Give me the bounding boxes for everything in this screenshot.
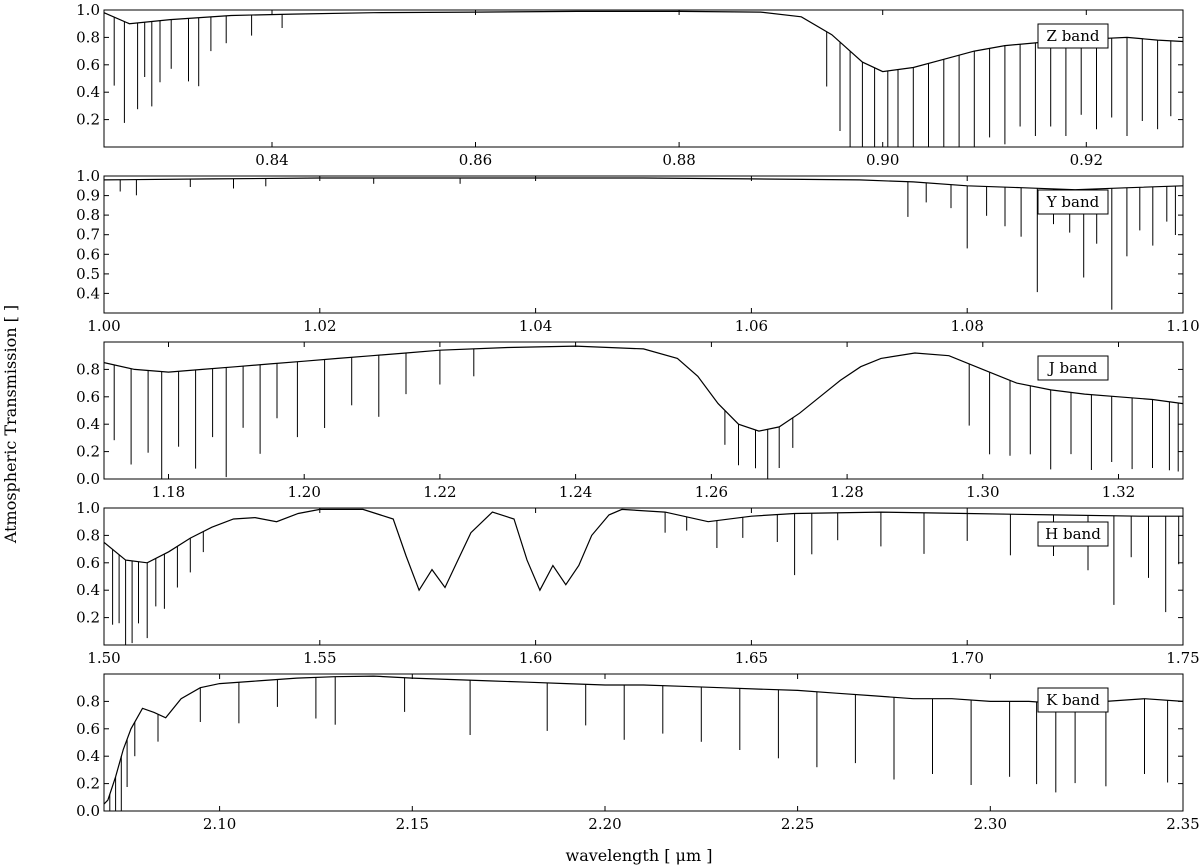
y-tick-label-k-band: 0.8 (76, 692, 100, 710)
y-tick-label-z-band: 0.2 (76, 111, 100, 129)
x-tick-label-j-band: 1.20 (287, 483, 320, 501)
y-tick-label-z-band: 0.4 (76, 83, 100, 101)
axes-frame-y-band (103, 175, 1184, 314)
x-tick-label-y-band: 1.04 (519, 317, 552, 335)
x-tick-label-k-band: 2.35 (1166, 815, 1199, 833)
y-tick-label-y-band: 0.7 (76, 226, 100, 244)
transmission-curve-h-band (104, 508, 1183, 592)
x-tick-label-j-band: 1.28 (830, 483, 863, 501)
transmission-curve-k-band (104, 675, 1183, 805)
panels-group: 0.84 0.86 0.88 0.90 0.92 0.2 0.4 0.6 0.8 1.0 Z ban… (76, 1, 1200, 833)
y-tick-label-h-band: 0.4 (76, 581, 100, 599)
panel-y-band: 1.00 1.02 1.04 1.06 1.08 1.10 0.40.5 0.60.7 0.80… (76, 167, 1200, 335)
x-tick-label-j-band: 1.30 (966, 483, 999, 501)
x-tick-label-h-band: 1.50 (87, 649, 120, 667)
x-axis-title: wavelength [ μm ] (566, 846, 713, 865)
panel-k-band: 2.10 2.15 2.20 2.25 2.30 2.35 0.0 0.2 0.4 0.6 0.8 K… (76, 673, 1200, 833)
x-tick-label-y-band: 1.10 (1166, 317, 1199, 335)
x-tick-label-h-band: 1.70 (950, 649, 983, 667)
x-tick-label-j-band: 1.26 (695, 483, 728, 501)
band-label-box-k-band (1037, 687, 1109, 713)
band-label-k-band: K band (1046, 691, 1100, 709)
y-tick-label-j-band: 0.0 (76, 470, 100, 488)
band-label-h-band: H band (1045, 525, 1101, 543)
panel-h-band: 1.50 1.55 1.60 1.65 1.70 1.75 0.2 0.4 0.6 0.8 1.0 H… (76, 499, 1200, 667)
y-tick-label-y-band: 0.4 (76, 284, 100, 302)
y-tick-label-y-band: 0.9 (76, 187, 100, 205)
band-label-z-band: Z band (1047, 27, 1100, 45)
x-tick-label-h-band: 1.55 (303, 649, 336, 667)
x-tick-label-j-band: 1.24 (559, 483, 592, 501)
x-tick-label-h-band: 1.65 (735, 649, 768, 667)
y-tick-label-h-band: 1.0 (76, 499, 100, 517)
y-tick-label-j-band: 0.8 (76, 360, 100, 378)
transmission-curve-z-band (104, 10, 1183, 73)
x-tick-label-h-band: 1.60 (519, 649, 552, 667)
x-tick-label-k-band: 2.10 (203, 815, 236, 833)
x-tick-label-y-band: 1.08 (950, 317, 983, 335)
band-label-y-band: Y band (1046, 193, 1100, 211)
x-tick-label-k-band: 2.30 (974, 815, 1007, 833)
band-label-box-y-band (1037, 189, 1109, 215)
y-tick-label-h-band: 0.2 (76, 609, 100, 627)
x-tick-label-z-band: 0.86 (459, 151, 492, 169)
panel-z-band: 0.84 0.86 0.88 0.90 0.92 0.2 0.4 0.6 0.8 1.0 Z ban… (76, 1, 1184, 169)
x-tick-label-z-band: 0.92 (1070, 151, 1103, 169)
y-tick-label-k-band: 0.4 (76, 747, 100, 765)
band-label-j-band: J band (1047, 359, 1098, 377)
transmission-curve-y-band (104, 177, 1183, 191)
y-tick-label-h-band: 0.8 (76, 526, 100, 544)
x-tick-label-h-band: 1.75 (1166, 649, 1199, 667)
y-tick-label-h-band: 0.6 (76, 554, 100, 572)
y-tick-label-j-band: 0.2 (76, 443, 100, 461)
panel-j-band: 1.18 1.20 1.22 1.24 1.26 1.28 1.30 1.32 0.0 0.2 0.… (76, 341, 1184, 501)
y-tick-label-z-band: 1.0 (76, 1, 100, 19)
y-tick-label-y-band: 0.6 (76, 245, 100, 263)
x-tick-label-k-band: 2.20 (588, 815, 621, 833)
y-tick-label-y-band: 0.8 (76, 206, 100, 224)
x-tick-label-y-band: 1.02 (303, 317, 336, 335)
y-tick-label-z-band: 0.8 (76, 28, 100, 46)
y-tick-label-k-band: 0.2 (76, 775, 100, 793)
x-tick-label-k-band: 2.25 (781, 815, 814, 833)
band-label-box-z-band (1037, 23, 1109, 49)
y-tick-label-k-band: 0.0 (76, 802, 100, 820)
x-tick-label-z-band: 0.90 (866, 151, 899, 169)
band-label-box-j-band (1037, 355, 1109, 381)
axes-frame-z-band (103, 9, 1184, 148)
x-tick-label-k-band: 2.15 (396, 815, 429, 833)
band-label-box-h-band (1037, 521, 1109, 547)
axes-frame-j-band (103, 341, 1184, 480)
y-tick-label-y-band: 0.5 (76, 265, 100, 283)
y-tick-label-y-band: 1.0 (76, 167, 100, 185)
axes-frame-h-band (103, 507, 1184, 646)
y-tick-label-z-band: 0.6 (76, 56, 100, 74)
y-tick-label-j-band: 0.6 (76, 388, 100, 406)
y-tick-label-k-band: 0.6 (76, 720, 100, 738)
y-tick-label-j-band: 0.4 (76, 415, 100, 433)
x-tick-label-j-band: 1.32 (1102, 483, 1135, 501)
x-tick-label-z-band: 0.84 (255, 151, 288, 169)
axes-frame-k-band (103, 673, 1184, 812)
x-tick-label-j-band: 1.18 (152, 483, 185, 501)
x-tick-label-y-band: 1.06 (735, 317, 768, 335)
x-tick-label-z-band: 0.88 (662, 151, 695, 169)
x-tick-label-y-band: 1.00 (87, 317, 120, 335)
transmission-curve-j-band (104, 345, 1183, 432)
y-axis-title: Atmospheric Transmission [ ] (1, 305, 20, 544)
x-tick-label-j-band: 1.22 (423, 483, 456, 501)
